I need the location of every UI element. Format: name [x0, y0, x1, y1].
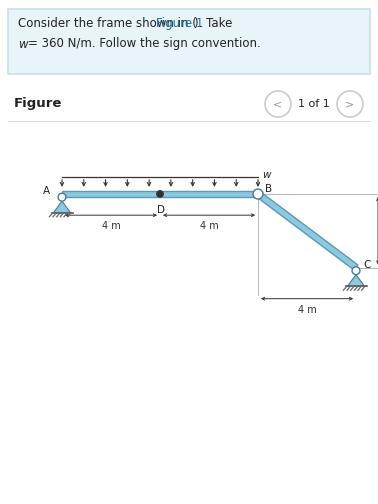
Polygon shape	[256, 192, 358, 270]
Circle shape	[352, 267, 360, 275]
Circle shape	[58, 193, 66, 201]
Text: B: B	[265, 184, 272, 194]
Polygon shape	[54, 201, 70, 213]
Text: 4 m: 4 m	[297, 305, 316, 314]
Text: A: A	[43, 186, 50, 196]
Text: Consider the frame shown in (: Consider the frame shown in (	[18, 18, 197, 31]
Text: 4 m: 4 m	[102, 221, 120, 231]
Text: 1 of 1: 1 of 1	[298, 99, 330, 109]
Polygon shape	[348, 275, 364, 286]
Circle shape	[253, 189, 263, 199]
FancyBboxPatch shape	[8, 9, 370, 74]
Polygon shape	[62, 191, 258, 197]
Text: 4 m: 4 m	[200, 221, 218, 231]
Text: $w$: $w$	[262, 170, 273, 180]
Text: <: <	[273, 99, 283, 109]
Text: D: D	[157, 205, 165, 215]
Text: = 360 N/m. Follow the sign convention.: = 360 N/m. Follow the sign convention.	[28, 37, 261, 50]
Text: Figure 1: Figure 1	[156, 18, 203, 31]
Text: Figure: Figure	[14, 97, 62, 110]
Text: $\it{w}$: $\it{w}$	[18, 37, 29, 50]
Text: C: C	[363, 261, 370, 271]
Circle shape	[156, 191, 164, 198]
Text: ). Take: ). Take	[194, 18, 232, 31]
Text: >: >	[345, 99, 355, 109]
